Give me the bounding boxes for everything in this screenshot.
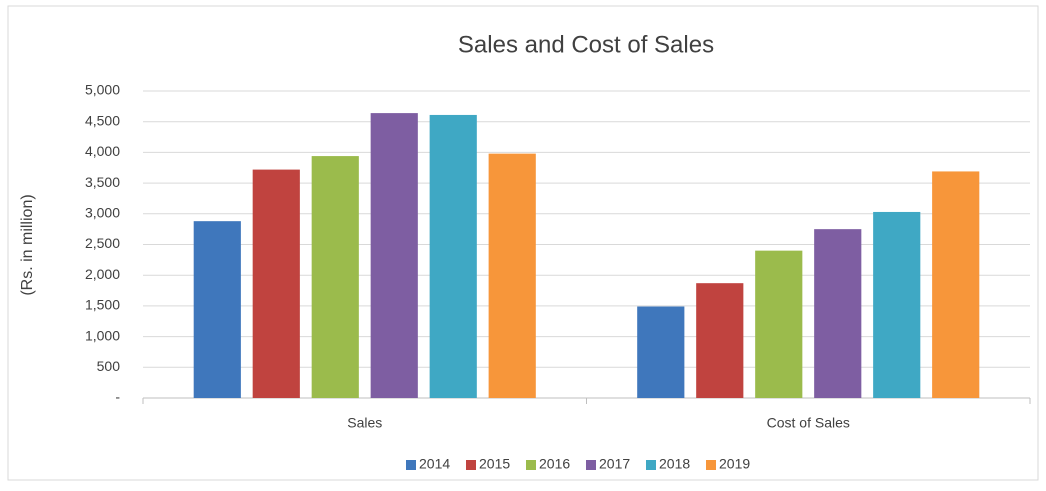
legend-label: 2015 (479, 456, 510, 472)
y-tick-label: 1,500 (85, 297, 120, 313)
legend-label: 2019 (719, 456, 750, 472)
bar (311, 156, 359, 398)
y-tick-label: 3,500 (85, 174, 120, 190)
chart-title: Sales and Cost of Sales (458, 31, 714, 58)
legend-swatch (406, 460, 416, 470)
y-tick-label: 3,000 (85, 205, 120, 221)
bar (488, 153, 536, 398)
bar (696, 283, 744, 398)
y-tick-label: 2,500 (85, 235, 120, 251)
y-tick-label: 500 (97, 358, 121, 374)
bar (755, 250, 803, 398)
bar (252, 169, 300, 398)
x-tick-label: Sales (347, 415, 382, 431)
y-tick-label: 5,000 (85, 82, 120, 98)
bar (193, 221, 241, 398)
legend-label: 2016 (539, 456, 570, 472)
y-tick-label: - (115, 389, 120, 405)
bar (814, 229, 862, 398)
legend-label: 2018 (659, 456, 690, 472)
bar (932, 171, 980, 398)
bar (429, 114, 477, 399)
bar (370, 113, 418, 398)
bar (637, 306, 685, 398)
legend-swatch (586, 460, 596, 470)
legend-label: 2014 (419, 456, 450, 472)
legend-swatch (706, 460, 716, 470)
x-tick-label: Cost of Sales (767, 415, 850, 431)
legend-swatch (646, 460, 656, 470)
bar (873, 211, 921, 398)
y-tick-label: 2,000 (85, 266, 120, 282)
y-tick-label: 4,500 (85, 112, 120, 128)
y-axis-label: (Rs. in million) (19, 194, 36, 295)
legend-swatch (466, 460, 476, 470)
y-tick-label: 4,000 (85, 143, 120, 159)
legend-swatch (526, 460, 536, 470)
legend-label: 2017 (599, 456, 630, 472)
y-tick-label: 1,000 (85, 327, 120, 343)
